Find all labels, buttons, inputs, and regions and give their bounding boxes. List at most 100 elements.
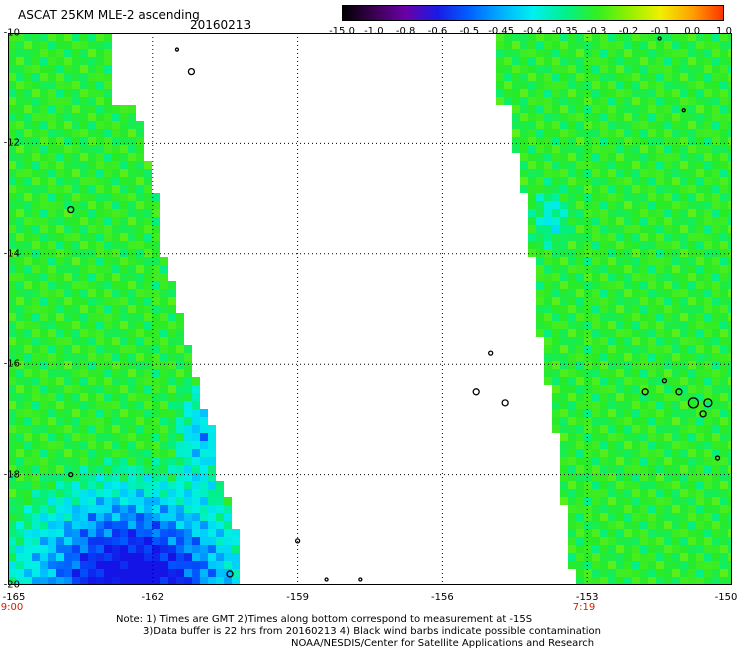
swath-cell — [48, 137, 56, 145]
swath-cell — [48, 113, 56, 121]
swath-cell — [96, 81, 104, 89]
swath-cell — [584, 377, 592, 385]
swath-cell — [720, 561, 728, 569]
swath-cell — [80, 521, 88, 529]
swath-cell — [728, 369, 732, 377]
swath-cell — [160, 265, 168, 273]
swath-cell — [728, 353, 732, 361]
swath-cell — [136, 449, 144, 457]
swath-cell — [520, 65, 528, 73]
swath-cell — [592, 281, 600, 289]
swath-cell — [592, 489, 600, 497]
swath-cell — [648, 129, 656, 137]
swath-cell — [80, 105, 88, 113]
swath-cell — [632, 113, 640, 121]
swath-cell — [592, 473, 600, 481]
swath-cell — [200, 441, 208, 449]
swath-cell — [16, 33, 24, 41]
swath-cell — [704, 353, 712, 361]
swath-cell — [56, 385, 64, 393]
swath-cell — [128, 377, 136, 385]
swath-cell — [576, 393, 584, 401]
swath-cell — [72, 289, 80, 297]
island-outline — [641, 388, 649, 396]
swath-cell — [496, 41, 504, 49]
swath-cell — [80, 449, 88, 457]
swath-cell — [56, 185, 64, 193]
swath-cell — [104, 353, 112, 361]
swath-cell — [208, 457, 216, 465]
swath-cell — [672, 233, 680, 241]
swath-cell — [544, 305, 552, 313]
swath-cell — [656, 521, 664, 529]
swath-cell — [176, 441, 184, 449]
swath-cell — [24, 137, 32, 145]
swath-cell — [592, 425, 600, 433]
swath-cell — [712, 441, 720, 449]
swath-cell — [624, 329, 632, 337]
swath-cell — [8, 153, 16, 161]
swath-cell — [592, 481, 600, 489]
swath-cell — [168, 345, 176, 353]
swath-cell — [88, 225, 96, 233]
swath-cell — [584, 545, 592, 553]
swath-cell — [656, 353, 664, 361]
swath-cell — [112, 145, 120, 153]
swath-cell — [232, 537, 240, 545]
swath-cell — [168, 321, 176, 329]
swath-cell — [8, 465, 16, 473]
swath-cell — [128, 273, 136, 281]
swath-cell — [720, 489, 728, 497]
swath-cell — [568, 129, 576, 137]
swath-cell — [176, 321, 184, 329]
swath-cell — [152, 297, 160, 305]
swath-cell — [576, 249, 584, 257]
swath-cell — [648, 369, 656, 377]
swath-cell — [8, 393, 16, 401]
swath-cell — [592, 449, 600, 457]
swath-cell — [48, 409, 56, 417]
swath-cell — [24, 561, 32, 569]
swath-cell — [56, 177, 64, 185]
swath-cell — [712, 393, 720, 401]
swath-cell — [536, 257, 544, 265]
swath-cell — [640, 169, 648, 177]
swath-cell — [16, 241, 24, 249]
swath-cell — [8, 329, 16, 337]
swath-cell — [40, 41, 48, 49]
swath-cell — [8, 209, 16, 217]
longitude-label: -153 — [575, 592, 599, 603]
swath-cell — [728, 137, 732, 145]
swath-cell — [200, 553, 208, 561]
swath-cell — [688, 425, 696, 433]
swath-cell — [184, 545, 192, 553]
island-outline — [67, 205, 75, 214]
swath-cell — [728, 193, 732, 201]
swath-cell — [80, 201, 88, 209]
swath-cell — [152, 289, 160, 297]
swath-cell — [112, 425, 120, 433]
swath-cell — [656, 553, 664, 561]
swath-cell — [608, 233, 616, 241]
swath-cell — [48, 65, 56, 73]
swath-cell — [720, 281, 728, 289]
swath-cell — [720, 513, 728, 521]
swath-cell — [80, 561, 88, 569]
swath-cell — [712, 481, 720, 489]
swath-cell — [584, 513, 592, 521]
swath-cell — [624, 89, 632, 97]
swath-cell — [24, 225, 32, 233]
swath-cell — [80, 465, 88, 473]
swath-cell — [112, 201, 120, 209]
swath-cell — [608, 249, 616, 257]
swath-cell — [168, 457, 176, 465]
swath-cell — [88, 473, 96, 481]
swath-cell — [624, 521, 632, 529]
swath-cell — [80, 65, 88, 73]
swath-cell — [96, 257, 104, 265]
swath-cell — [728, 513, 732, 521]
swath-cell — [568, 393, 576, 401]
swath-cell — [32, 113, 40, 121]
swath-cell — [616, 81, 624, 89]
swath-cell — [104, 129, 112, 137]
